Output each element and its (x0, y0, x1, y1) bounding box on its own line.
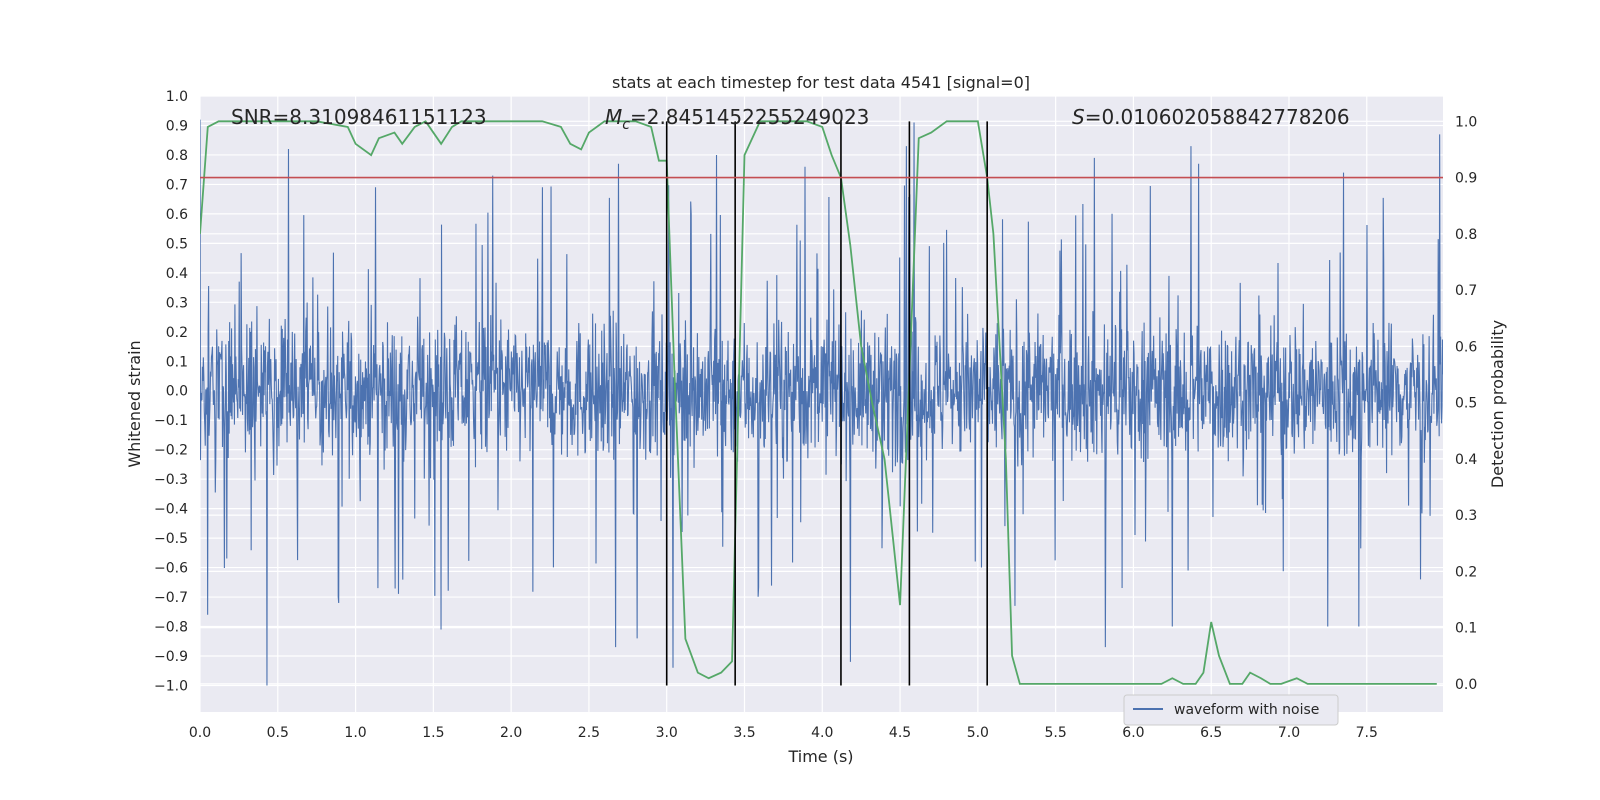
chirp-mass-symbol: M (605, 105, 622, 129)
left-y-tick-label: 0.2 (166, 325, 188, 341)
right-y-tick-label: 0.0 (1455, 677, 1477, 693)
right-y-tick-label: 0.3 (1455, 508, 1477, 524)
right-y-axis-label: Detection probability (1488, 320, 1507, 488)
right-y-tick-label: 0.9 (1455, 171, 1477, 187)
x-tick-label: 2.5 (578, 725, 600, 741)
right-y-tick-label: 0.2 (1455, 564, 1477, 580)
x-tick-label: 5.5 (1044, 725, 1066, 741)
left-y-tick-label: −0.9 (154, 649, 188, 665)
right-y-tick-label: 0.4 (1455, 452, 1477, 468)
legend-entry-waveform: waveform with noise (1174, 702, 1319, 718)
left-y-tick-label: 0.4 (166, 266, 188, 282)
left-y-tick-label: −0.1 (154, 413, 188, 429)
x-tick-label: 6.0 (1122, 725, 1144, 741)
waveform-line (200, 119, 1443, 686)
left-y-tick-label: −0.3 (154, 472, 188, 488)
left-y-tick-label: 0.8 (166, 148, 188, 164)
vertical-markers (665, 121, 988, 686)
right-y-tick-label: 0.8 (1455, 227, 1477, 243)
left-y-tick-label: −0.7 (154, 590, 188, 606)
snr-annotation: SNR=8.31098461151123 (231, 105, 487, 129)
legend-box (1123, 694, 1339, 726)
left-y-tick-label: 1.0 (166, 89, 188, 105)
left-y-tick-label: 0.0 (166, 384, 188, 400)
x-tick-label: 3.0 (656, 725, 678, 741)
chirp-mass-annotation: Mc=2.8451452255249023 (605, 105, 869, 133)
left-y-tick-label: 0.6 (166, 207, 188, 223)
waveform-series (200, 119, 1443, 686)
s-symbol: S (1072, 105, 1085, 129)
right-y-tick-label: 1.0 (1455, 114, 1477, 130)
left-y-tick-label: −0.4 (154, 502, 188, 518)
probability-line (200, 120, 1437, 685)
x-tick-label: 1.5 (422, 725, 444, 741)
x-tick-label: 4.5 (889, 725, 911, 741)
left-y-tick-label: 0.1 (166, 354, 188, 370)
x-tick-label: 0.5 (267, 725, 289, 741)
left-y-tick-label: −0.5 (154, 531, 188, 547)
x-ticks: 0.0 0.5 1.0 1.5 2.0 2.5 3.0 3.5 4.0 4.5 5.0 5.5 6.0 6… (189, 725, 1378, 741)
x-tick-label: 7.0 (1278, 725, 1300, 741)
left-y-tick-label: −0.8 (154, 620, 188, 636)
left-y-tick-label: 0.9 (166, 118, 188, 134)
right-y-ticks: 1.0 0.9 0.8 0.7 0.6 0.5 0.4 0.3 0.2 0.1 0.0 (1455, 114, 1477, 693)
left-y-tick-label: −0.2 (154, 443, 188, 459)
left-y-tick-label: 0.7 (166, 177, 188, 193)
left-y-tick-label: 0.5 (166, 236, 188, 252)
x-tick-label: 4.0 (811, 725, 833, 741)
x-axis-label: Time (s) (787, 747, 853, 766)
right-y-tick-label: 0.6 (1455, 339, 1477, 355)
x-tick-label: 0.0 (189, 725, 211, 741)
right-y-tick-label: 0.1 (1455, 621, 1477, 637)
probability-series (200, 120, 1437, 685)
x-tick-label: 5.0 (967, 725, 989, 741)
legend: waveform with noise (1123, 694, 1339, 726)
s-value: =0.010602058842778206 (1085, 105, 1350, 129)
chart-title: stats at each timestep for test data 454… (612, 73, 1030, 92)
right-y-tick-label: 0.7 (1455, 283, 1477, 299)
x-tick-label: 1.0 (344, 725, 366, 741)
right-y-tick-label: 0.5 (1455, 396, 1477, 412)
left-y-ticks: 1.0 0.9 0.8 0.7 0.6 0.5 0.4 0.3 0.2 0.1 0.0 −0.1 −0.… (154, 89, 188, 694)
x-tick-label: 3.5 (733, 725, 755, 741)
left-y-tick-label: −1.0 (154, 678, 188, 694)
chirp-mass-value: =2.8451452255249023 (630, 105, 869, 129)
x-tick-label: 6.5 (1200, 725, 1222, 741)
s-annotation: S=0.010602058842778206 (1072, 105, 1350, 129)
x-tick-label: 2.0 (500, 725, 522, 741)
left-y-tick-label: 0.3 (166, 295, 188, 311)
left-y-tick-label: −0.6 (154, 561, 188, 577)
x-tick-label: 7.5 (1356, 725, 1378, 741)
chirp-mass-subscript: c (622, 117, 630, 133)
left-y-axis-label: Whitened strain (125, 340, 144, 467)
